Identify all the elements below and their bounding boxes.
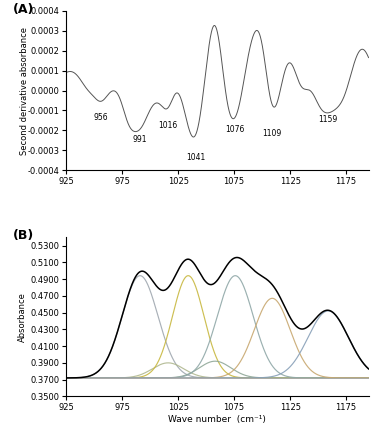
Text: 1109: 1109 xyxy=(263,129,282,138)
Text: 956: 956 xyxy=(94,113,108,122)
Text: 1159: 1159 xyxy=(319,115,338,124)
Y-axis label: Absorbance: Absorbance xyxy=(18,292,27,342)
Text: (B): (B) xyxy=(13,229,34,242)
Text: 1016: 1016 xyxy=(158,121,178,130)
Y-axis label: Second derivative absorbance: Second derivative absorbance xyxy=(20,27,29,155)
Text: 991: 991 xyxy=(133,135,147,144)
Text: 1076: 1076 xyxy=(226,125,245,134)
Text: (A): (A) xyxy=(13,3,35,16)
X-axis label: Wave number  (cm⁻¹): Wave number (cm⁻¹) xyxy=(169,415,266,424)
Text: 1041: 1041 xyxy=(186,153,206,162)
